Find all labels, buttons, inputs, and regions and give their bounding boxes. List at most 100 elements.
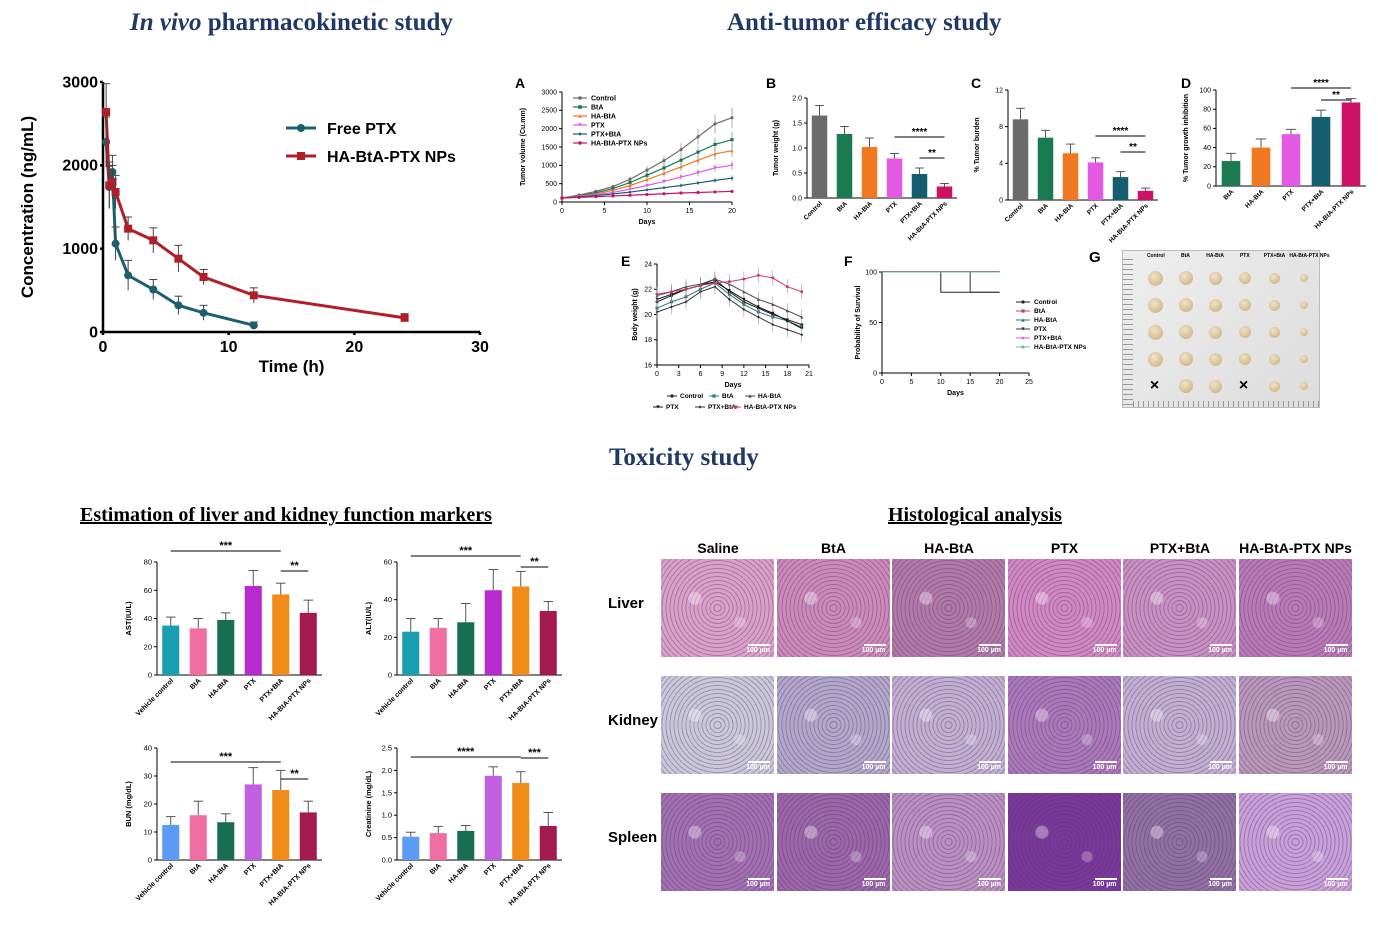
body-weight-point: [785, 309, 789, 313]
bar-vehicle-control: [402, 631, 420, 675]
bar-ha-bta-ptx-nps: [936, 186, 953, 198]
y-tick-label: 20: [1203, 164, 1211, 171]
y-axis-label: Concentration (ng/mL): [18, 116, 37, 298]
legend-marker: [578, 132, 582, 136]
body-weight-point: [727, 289, 731, 293]
histology-column-label: HA-BtA: [924, 540, 974, 556]
tumor-photo-column-label: HA-BtA-PTX NPs: [1289, 253, 1330, 259]
tumor-specimen: [1269, 326, 1280, 338]
tumor-volume-point: [679, 175, 683, 179]
tumor-volume-point: [730, 149, 734, 153]
scale-bar: 100 µm: [1208, 761, 1232, 771]
histology-image-spleen-saline: 100 µm: [661, 793, 774, 891]
scale-bar: 100 µm: [1324, 761, 1348, 771]
category-label: PTX: [885, 200, 899, 214]
category-label: BtA: [1222, 188, 1235, 201]
y-tick-label: 0: [1207, 183, 1211, 190]
category-label: PTX: [483, 862, 498, 877]
tumor-volume-point: [679, 191, 683, 195]
bar-bta: [189, 628, 207, 675]
legend-label: PTX+BtA: [708, 404, 736, 411]
significance-label: ***: [528, 747, 542, 759]
tumor-specimen: [1238, 272, 1251, 284]
body-weight-chart: 0 3 6 9 12 15 18 21 16 18 20 22 24 Days Body weight (g…: [621, 253, 813, 411]
histology-row-label: Spleen: [608, 829, 658, 846]
scale-bar: 100 µm: [862, 878, 886, 888]
legend-marker: [578, 114, 582, 118]
x-tick-label: 9: [720, 371, 724, 378]
significance-label: **: [290, 560, 299, 572]
body-weight-point: [800, 333, 804, 337]
legend-label: PTX: [1034, 326, 1047, 333]
category-label: HA-BtA: [853, 200, 875, 222]
tumor-specimen: [1208, 352, 1222, 366]
pk-data-point: [124, 271, 133, 280]
y-tick-label: 20: [144, 800, 152, 809]
pk-data-point: [111, 188, 120, 196]
legend-label: BtA: [1034, 308, 1046, 315]
legend-label: Control: [680, 393, 703, 400]
tumor-volume-point: [662, 171, 666, 175]
legend-label: HA-BtA-PTX NPs: [591, 141, 647, 148]
bar-ptx-bta: [512, 782, 530, 860]
bun-chart: 0 10 20 30 40 Vehicle control BtA HA-BtA PTX PTX+…: [124, 744, 322, 907]
y-tick-label: 0.5: [792, 170, 802, 177]
category-label: PTX+BtA: [899, 200, 924, 225]
tumor-volume-point: [713, 122, 717, 126]
y-tick-label: 0.0: [382, 856, 392, 865]
x-tick-label: 10: [643, 208, 651, 215]
y-tick-label: 10: [144, 828, 152, 837]
histology-image-kidney-saline: 100 µm: [661, 676, 774, 774]
tumor-specimen: [1178, 271, 1193, 285]
bar-vehicle-control: [402, 836, 420, 860]
tumor-volume-point: [628, 190, 632, 194]
tumor-specimen: [1238, 353, 1251, 365]
histology-image-spleen-ha-bta-ptx-nps: 100 µm: [1238, 793, 1352, 891]
scale-bar: 100 µm: [1208, 878, 1232, 888]
y-tick-label: 2000: [541, 126, 557, 133]
tumor-volume-point: [594, 195, 598, 199]
ruler-bottom: [1133, 401, 1319, 407]
x-tick-label: 5: [909, 379, 913, 386]
tumor-volume-point: [696, 158, 700, 162]
tumor-specimen: [1208, 271, 1222, 285]
tumor-volume-point: [645, 188, 649, 192]
legend-label: HA-BtA: [591, 114, 616, 121]
pk-data-point: [249, 321, 258, 330]
body-weight-point: [742, 290, 746, 294]
tumor-volume-point: [628, 183, 632, 188]
tumor-volume-point: [645, 192, 649, 197]
legend-label: HA-BtA-PTX NPs: [744, 404, 797, 411]
tumor-volume-point: [679, 147, 683, 152]
bar-vehicle-control: [162, 625, 180, 675]
bar-ha-bta-ptx-nps: [299, 612, 317, 675]
bar-control: [811, 115, 828, 198]
tumor-volume-point: [730, 176, 734, 180]
category-label: PTX+BtA: [259, 677, 285, 703]
histology-column-label: PTX+BtA: [1149, 540, 1211, 556]
x-tick-label: 0: [655, 371, 659, 378]
scale-bar: 100 µm: [862, 761, 886, 771]
tumor-specimen: [1269, 299, 1280, 311]
y-tick-label: 2.0: [792, 95, 802, 102]
scale-bar: 100 µm: [1208, 644, 1232, 654]
bar-ha-bta-ptx-nps: [539, 825, 557, 860]
tumor-photo-column-labels: Control BtA HA-BtA PTX PTX+BtA HA-BtA-PTX NPs: [1141, 253, 1330, 263]
tumor-volume-point: [628, 177, 632, 181]
bar-ptx-bta: [512, 586, 530, 675]
significance-label: **: [530, 556, 539, 568]
histology-subtitle: Histological analysis: [888, 504, 1062, 526]
x-tick-label: 5: [603, 208, 607, 215]
y-tick-label: 2500: [541, 108, 557, 115]
y-tick-label: 3000: [541, 89, 557, 96]
significance-label: ****: [457, 746, 475, 758]
category-label: HA-BtA: [208, 862, 231, 885]
legend-marker: [1021, 345, 1025, 349]
category-label: BtA: [189, 862, 203, 876]
histology-grid: Saline BtA HA-BtA PTX PTX+BtA HA-BtA-PTX NPs L…: [600, 535, 1378, 935]
bar-ha-bta-ptx-nps: [1137, 190, 1154, 200]
bar-ptx: [484, 775, 502, 860]
histology-image-liver-ha-bta-ptx-nps: 100 µm: [1238, 559, 1352, 657]
pk-legend-label: HA-BtA-PTX NPs: [327, 149, 456, 166]
y-tick-label: 1.5: [792, 120, 802, 127]
